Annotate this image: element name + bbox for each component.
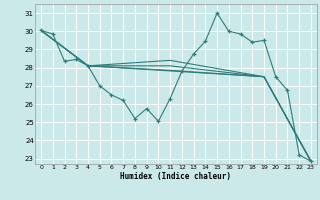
X-axis label: Humidex (Indice chaleur): Humidex (Indice chaleur) <box>121 172 231 181</box>
